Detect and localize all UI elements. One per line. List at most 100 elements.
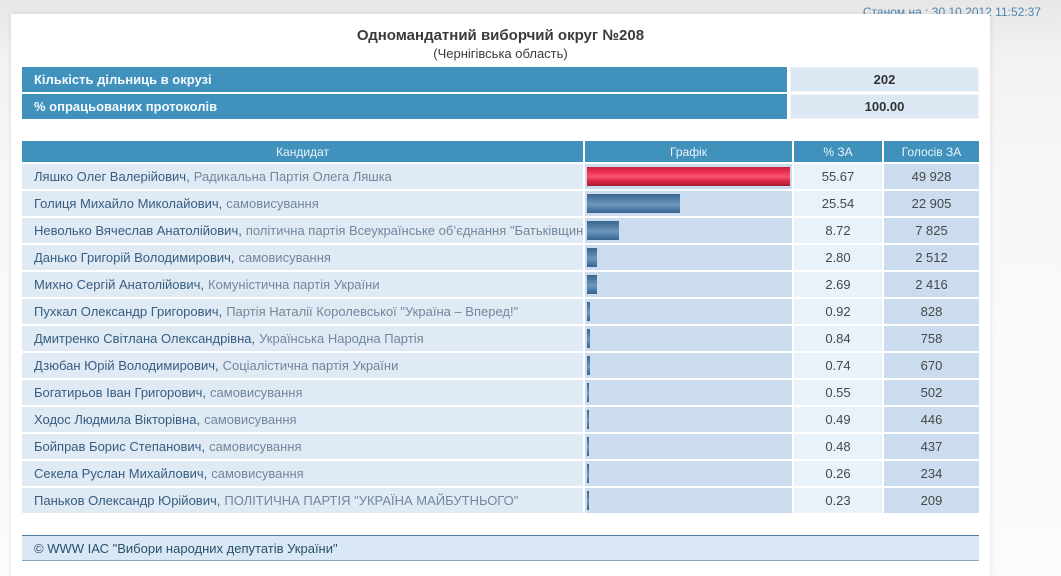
result-bar — [587, 383, 589, 402]
summary-value: 202 — [790, 67, 979, 92]
candidate-name: Ходос Людмила Вікторівна, — [34, 412, 201, 427]
votes-cell: 437 — [884, 434, 979, 459]
percent-cell: 0.74 — [794, 353, 882, 378]
results-table: Кандидат Графік % ЗА Голосів ЗА Ляшко Ол… — [22, 141, 979, 513]
candidate-party: ПОЛІТИЧНА ПАРТІЯ "УКРАЇНА МАЙБУТНЬОГО" — [224, 493, 519, 508]
result-bar — [587, 167, 790, 186]
table-row: Данько Григорій Володимирович, самовисув… — [22, 245, 979, 270]
footer-copyright: © WWW ІАС "Вибори народних депутатів Укр… — [22, 535, 979, 561]
graph-cell — [585, 488, 792, 513]
candidate-cell: Неволько Вячеслав Анатолійович, політичн… — [22, 218, 583, 243]
candidate-party: політична партія Всеукраїнське об’єднанн… — [245, 223, 583, 238]
table-row: Михно Сергій Анатолійович, Комуністична … — [22, 272, 979, 297]
summary-value: 100.00 — [790, 94, 979, 119]
title-block: Одномандатний виборчий округ №208 (Черні… — [22, 27, 979, 62]
graph-cell — [585, 461, 792, 486]
content-panel: Одномандатний виборчий округ №208 (Черні… — [11, 14, 990, 576]
graph-cell — [585, 407, 792, 432]
candidate-cell: Ляшко Олег Валерійович, Радикальна Парті… — [22, 164, 583, 189]
percent-cell: 0.23 — [794, 488, 882, 513]
summary-row: Кількість дільниць в окрузі 202 — [22, 67, 979, 92]
graph-cell — [585, 191, 792, 216]
candidate-name: Богатирьов Іван Григорович, — [34, 385, 207, 400]
percent-cell: 0.92 — [794, 299, 882, 324]
votes-cell: 7 825 — [884, 218, 979, 243]
percent-cell: 0.84 — [794, 326, 882, 351]
result-bar — [587, 329, 591, 348]
summary-label: % опрацьованих протоколів — [22, 94, 787, 119]
votes-cell: 49 928 — [884, 164, 979, 189]
graph-cell — [585, 245, 792, 270]
result-bar — [587, 410, 589, 429]
votes-cell: 22 905 — [884, 191, 979, 216]
percent-cell: 2.80 — [794, 245, 882, 270]
result-bar — [587, 437, 589, 456]
table-row: Богатирьов Іван Григорович, самовисуванн… — [22, 380, 979, 405]
candidate-name: Бойправ Борис Степанович, — [34, 439, 206, 454]
candidate-cell: Бойправ Борис Степанович, самовисування — [22, 434, 583, 459]
candidate-cell: Секела Руслан Михайлович, самовисування — [22, 461, 583, 486]
table-row: Неволько Вячеслав Анатолійович, політичн… — [22, 218, 979, 243]
table-row: Дмитренко Світлана Олександрівна, Україн… — [22, 326, 979, 351]
table-row: Секела Руслан Михайлович, самовисування … — [22, 461, 979, 486]
candidate-cell: Ходос Людмила Вікторівна, самовисування — [22, 407, 583, 432]
graph-cell — [585, 326, 792, 351]
table-row: Ляшко Олег Валерійович, Радикальна Парті… — [22, 164, 979, 189]
column-header-graph: Графік — [585, 141, 792, 162]
candidate-cell: Паньков Олександр Юрійович, ПОЛІТИЧНА ПА… — [22, 488, 583, 513]
table-row: Голиця Михайло Миколайович, самовисуванн… — [22, 191, 979, 216]
percent-cell: 2.69 — [794, 272, 882, 297]
result-bar — [587, 221, 619, 240]
candidate-party: самовисування — [238, 250, 331, 265]
candidate-party: самовисування — [211, 466, 304, 481]
candidate-party: Українська Народна Партія — [259, 331, 424, 346]
votes-cell: 828 — [884, 299, 979, 324]
graph-cell — [585, 380, 792, 405]
candidate-cell: Михно Сергій Анатолійович, Комуністична … — [22, 272, 583, 297]
candidate-name: Данько Григорій Володимирович, — [34, 250, 235, 265]
graph-cell — [585, 353, 792, 378]
candidate-party: самовисування — [210, 385, 303, 400]
candidate-party: Партія Наталії Королевської "Україна – В… — [226, 304, 519, 319]
votes-cell: 670 — [884, 353, 979, 378]
percent-cell: 25.54 — [794, 191, 882, 216]
votes-cell: 446 — [884, 407, 979, 432]
percent-cell: 8.72 — [794, 218, 882, 243]
result-bar — [587, 275, 597, 294]
graph-cell — [585, 299, 792, 324]
candidate-party: Радикальна Партія Олега Ляшка — [193, 169, 392, 184]
result-bar — [587, 356, 590, 375]
column-header-percent: % ЗА — [794, 141, 882, 162]
results-header-row: Кандидат Графік % ЗА Голосів ЗА — [22, 141, 979, 162]
percent-cell: 0.49 — [794, 407, 882, 432]
result-bar — [587, 194, 681, 213]
candidate-cell: Пухкал Олександр Григорович, Партія Ната… — [22, 299, 583, 324]
candidate-name: Дмитренко Світлана Олександрівна, — [34, 331, 256, 346]
votes-cell: 502 — [884, 380, 979, 405]
column-header-candidate: Кандидат — [22, 141, 583, 162]
votes-cell: 234 — [884, 461, 979, 486]
summary-label: Кількість дільниць в окрузі — [22, 67, 787, 92]
result-bar — [587, 464, 589, 483]
graph-cell — [585, 164, 792, 189]
candidate-name: Голиця Михайло Миколайович, — [34, 196, 223, 211]
table-row: Бойправ Борис Степанович, самовисування … — [22, 434, 979, 459]
candidate-cell: Данько Григорій Володимирович, самовисув… — [22, 245, 583, 270]
table-row: Паньков Олександр Юрійович, ПОЛІТИЧНА ПА… — [22, 488, 979, 513]
candidate-party: Комуністична партія України — [208, 277, 380, 292]
percent-cell: 0.55 — [794, 380, 882, 405]
page-title: Одномандатний виборчий округ №208 — [356, 27, 645, 44]
candidate-name: Секела Руслан Михайлович, — [34, 466, 208, 481]
candidate-name: Ляшко Олег Валерійович, — [34, 169, 190, 184]
graph-cell — [585, 218, 792, 243]
votes-cell: 758 — [884, 326, 979, 351]
graph-cell — [585, 272, 792, 297]
percent-cell: 0.26 — [794, 461, 882, 486]
candidate-party: самовисування — [204, 412, 297, 427]
votes-cell: 209 — [884, 488, 979, 513]
result-bar — [587, 491, 589, 510]
summary-row: % опрацьованих протоколів 100.00 — [22, 94, 979, 119]
candidate-name: Неволько Вячеслав Анатолійович, — [34, 223, 242, 238]
table-row: Ходос Людмила Вікторівна, самовисування … — [22, 407, 979, 432]
votes-cell: 2 512 — [884, 245, 979, 270]
